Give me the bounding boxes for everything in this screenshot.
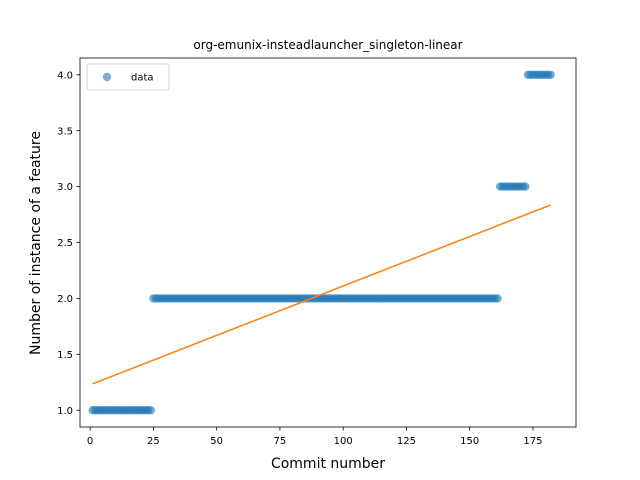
data-point [546,70,555,79]
x-tick-label: 50 [210,436,223,447]
x-axis-title: Commit number [271,456,385,472]
y-tick-label: 2.5 [57,238,73,249]
data-point [521,182,530,191]
x-tick-label: 100 [334,436,353,447]
legend-box [86,63,170,91]
x-tick-label: 150 [460,436,479,447]
chart-title: org-emunix-insteadlauncher_singleton-lin… [193,38,462,52]
fit-line [92,204,551,385]
y-tick-label: 4.0 [57,70,73,81]
x-tick-label: 175 [523,436,542,447]
x-tick-label: 25 [147,436,160,447]
x-tick-label: 125 [397,436,416,447]
y-tick-label: 2.0 [57,294,73,305]
legend-label: data [131,73,154,84]
y-tick-label: 3.5 [57,126,73,137]
data-point [146,406,156,415]
data-point [493,294,502,303]
y-tick-label: 1.0 [57,406,73,417]
x-tick-label: 0 [87,436,93,447]
y-axis-title: Number of instance of a feature [28,131,44,355]
plot-area: 0 25 50 75 100 125 150 175 1.0 1.5 2.0 2.5 3.0 3.5 4.0… [57,57,577,447]
x-tick-label: 75 [274,436,287,447]
y-tick-label: 1.5 [57,350,73,361]
y-tick-label: 3.0 [57,182,73,193]
legend-marker [102,72,112,82]
